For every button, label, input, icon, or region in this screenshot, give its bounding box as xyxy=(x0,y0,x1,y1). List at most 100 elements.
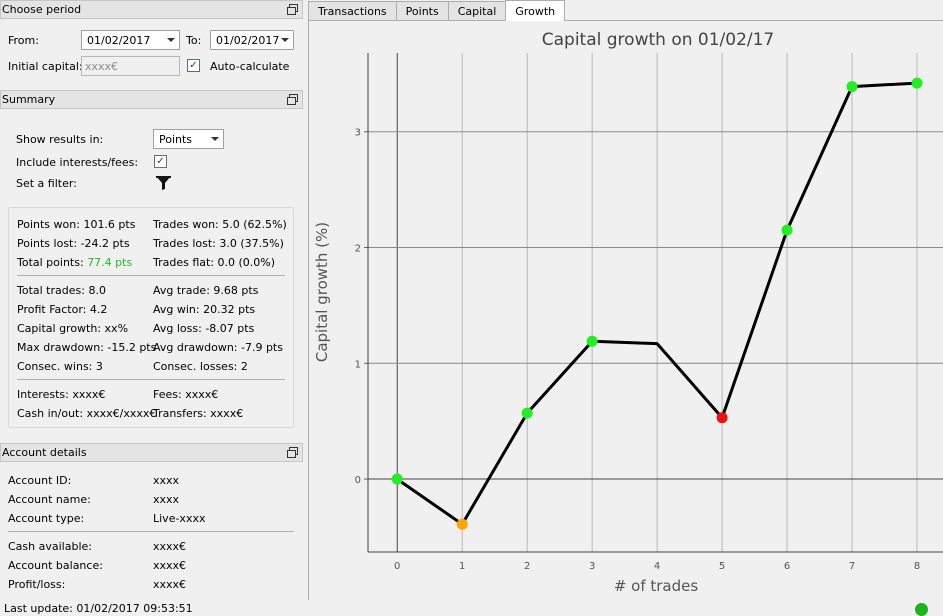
status-bar: Last update: 01/02/2017 09:53:51 xyxy=(0,600,943,616)
period-panel-title: Choose period xyxy=(0,0,303,19)
account-balance-label: Account balance: xyxy=(8,559,103,572)
data-point xyxy=(911,77,923,89)
x-tick-label: 6 xyxy=(784,561,790,572)
growth-chart-area: 0 1 2 3 4 5 6 7 8 0 1 2 3 Capital growth on 01/02/17… xyxy=(308,20,943,600)
series-line xyxy=(396,81,918,526)
x-axis-label: # of trades xyxy=(614,577,699,595)
account-title: Account details xyxy=(2,446,87,459)
capital-growth: Capital growth: xx% xyxy=(17,322,129,335)
from-label: From: xyxy=(8,34,39,47)
summary-float-button[interactable] xyxy=(287,94,298,105)
cash-inout: Cash in/out: xxxx€/xxxx€ xyxy=(17,407,157,420)
account-type-label: Account type: xyxy=(8,512,85,525)
data-point xyxy=(521,407,533,419)
show-results-select[interactable]: Points xyxy=(153,129,224,149)
auto-calculate-checkbox[interactable]: ✓ xyxy=(187,59,200,72)
chevron-down-icon xyxy=(167,38,175,42)
summary-title: Summary xyxy=(2,93,56,106)
x-tick-label: 7 xyxy=(849,561,855,572)
tab-capital[interactable]: Capital xyxy=(447,1,507,21)
account-id-value: xxxx xyxy=(153,474,180,487)
capital-input[interactable]: xxxx€ xyxy=(81,56,180,76)
stats-box: Points won: 101.6 pts Points lost: -24.2… xyxy=(8,207,294,428)
plot-background xyxy=(368,53,943,552)
interests: Interests: xxxx€ xyxy=(17,388,106,401)
period-title: Choose period xyxy=(2,3,82,16)
auto-calculate-label: Auto-calculate xyxy=(210,60,290,73)
chevron-down-icon xyxy=(281,38,289,42)
filter-icon[interactable] xyxy=(155,174,172,191)
points-lost: Points lost: -24.2 pts xyxy=(17,237,130,250)
y-tick-label: 3 xyxy=(355,128,361,139)
avg-loss: Avg loss: -8.07 pts xyxy=(153,322,255,335)
connection-status-icon xyxy=(915,603,928,616)
consec-wins: Consec. wins: 3 xyxy=(17,360,103,373)
y-tick-label: 1 xyxy=(355,359,361,370)
to-date-value: 01/02/2017 xyxy=(216,33,280,47)
x-tick-label: 2 xyxy=(524,561,530,572)
include-fees-checkbox[interactable]: ✓ xyxy=(154,155,167,168)
chart-axes: 0 1 2 3 4 5 6 7 8 0 1 2 3 xyxy=(355,53,943,572)
last-update-text: Last update: 01/02/2017 09:53:51 xyxy=(4,601,193,615)
show-results-value: Points xyxy=(159,132,193,146)
chart-grid xyxy=(368,53,943,552)
data-point xyxy=(456,518,468,530)
show-results-label: Show results in: xyxy=(16,133,104,146)
y-tick-label: 2 xyxy=(355,244,361,255)
consec-losses: Consec. losses: 2 xyxy=(153,360,248,373)
tab-bar: Transactions Points Capital Growth xyxy=(308,0,566,21)
trades-lost: Trades lost: 3.0 (37.5%) xyxy=(153,237,284,250)
max-drawdown: Max drawdown: -15.2 pts xyxy=(17,341,157,354)
total-points-label: Total points: xyxy=(17,256,88,269)
period-float-button[interactable] xyxy=(287,4,298,15)
data-point xyxy=(716,412,728,424)
profit-factor: Profit Factor: 4.2 xyxy=(17,303,108,316)
points-won: Points won: 101.6 pts xyxy=(17,218,136,231)
y-axis-label: Capital growth (%) xyxy=(313,222,331,362)
left-panel: Choose period From: 01/02/2017 To: 01/02… xyxy=(0,0,303,600)
tab-points[interactable]: Points xyxy=(395,1,449,21)
account-panel-title: Account details xyxy=(0,443,303,462)
stats-divider xyxy=(17,379,285,380)
trades-won: Trades won: 5.0 (62.5%) xyxy=(153,218,287,231)
cash-available-label: Cash available: xyxy=(8,540,92,553)
growth-chart[interactable]: 0 1 2 3 4 5 6 7 8 0 1 2 3 Capital growth on 01/02/17… xyxy=(309,21,943,600)
account-type-value: Live-xxxx xyxy=(153,512,206,525)
tab-transactions[interactable]: Transactions xyxy=(308,1,397,21)
chevron-down-icon xyxy=(211,137,219,141)
chart-title: Capital growth on 01/02/17 xyxy=(542,30,775,50)
data-point xyxy=(391,473,403,485)
total-trades: Total trades: 8.0 xyxy=(17,284,106,297)
profit-loss-value: xxxx€ xyxy=(153,578,187,591)
transfers: Transfers: xxxx€ xyxy=(153,407,244,420)
account-name-label: Account name: xyxy=(8,493,91,506)
data-point xyxy=(586,335,598,347)
include-fees-label: Include interests/fees: xyxy=(16,156,139,169)
x-tick-label: 4 xyxy=(654,561,660,572)
avg-win: Avg win: 20.32 pts xyxy=(153,303,256,316)
from-date-picker[interactable]: 01/02/2017 xyxy=(81,30,180,50)
account-id-label: Account ID: xyxy=(8,474,72,487)
summary-panel-title: Summary xyxy=(0,90,303,109)
to-label: To: xyxy=(186,34,202,47)
from-date-value: 01/02/2017 xyxy=(87,33,151,47)
total-points: Total points: 77.4 pts xyxy=(17,256,132,269)
account-name-value: xxxx xyxy=(153,493,180,506)
series-points xyxy=(391,77,923,530)
account-float-button[interactable] xyxy=(287,447,298,458)
to-date-picker[interactable]: 01/02/2017 xyxy=(210,30,294,50)
x-tick-label: 0 xyxy=(394,561,400,572)
avg-drawdown: Avg drawdown: -7.9 pts xyxy=(153,341,283,354)
fees: Fees: xxxx€ xyxy=(153,388,219,401)
account-balance-value: xxxx€ xyxy=(153,559,187,572)
data-point xyxy=(846,81,858,93)
x-tick-label: 1 xyxy=(459,561,465,572)
total-points-value: 77.4 pts xyxy=(87,256,133,269)
avg-trade: Avg trade: 9.68 pts xyxy=(153,284,259,297)
account-divider xyxy=(8,531,294,532)
tab-growth[interactable]: Growth xyxy=(505,0,566,21)
data-point xyxy=(781,224,793,236)
x-tick-label: 8 xyxy=(914,561,920,572)
filter-label: Set a filter: xyxy=(16,177,77,190)
stats-divider xyxy=(17,275,285,276)
